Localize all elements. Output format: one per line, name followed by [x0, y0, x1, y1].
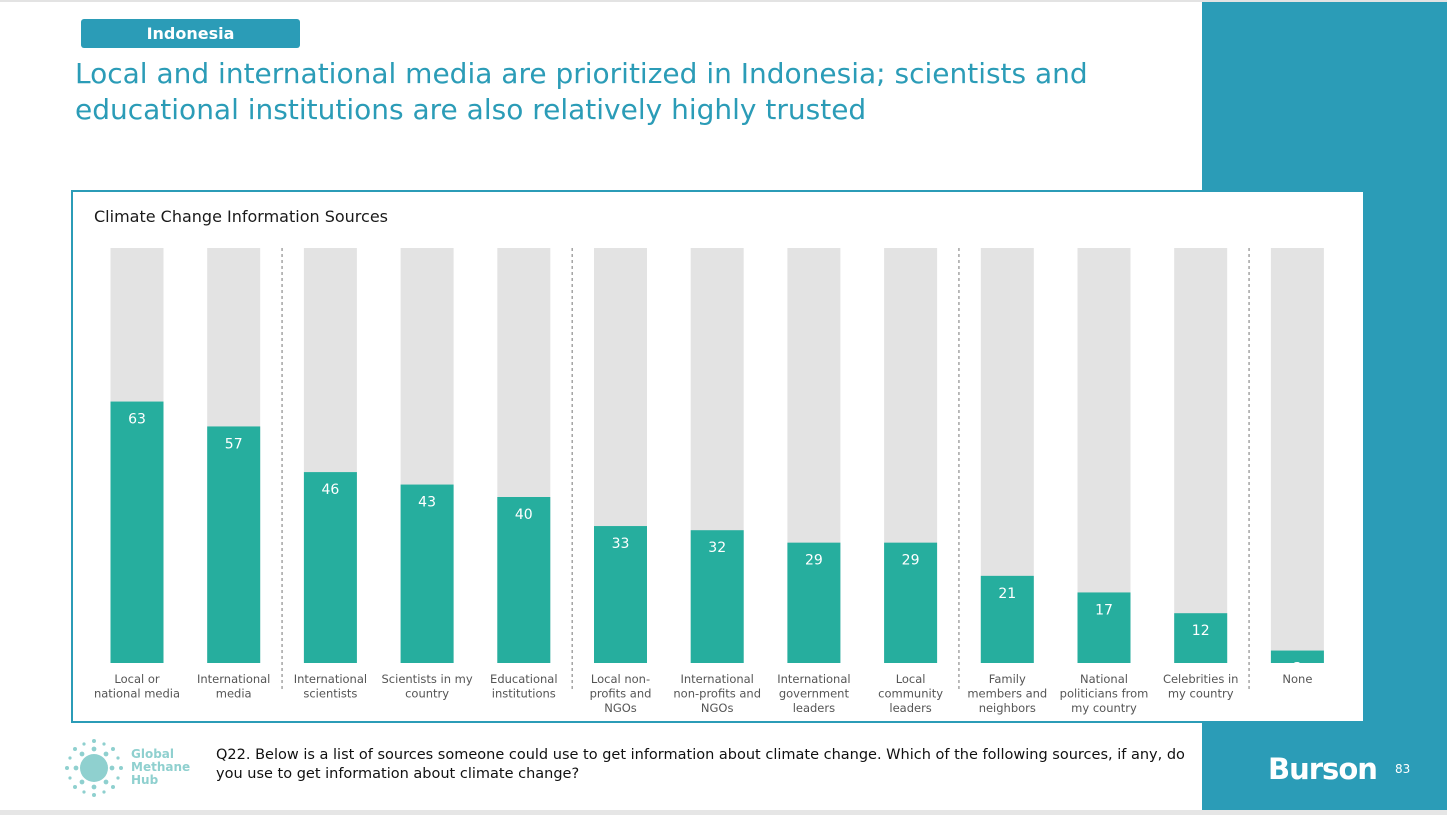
country-tag: Indonesia [81, 19, 300, 48]
logo-text-line: Methane [131, 760, 191, 774]
category-label: Scientists in my country [382, 672, 473, 701]
page-number: 83 [1395, 762, 1411, 776]
data-label: 33 [612, 536, 630, 552]
bar [110, 401, 164, 663]
bar [1077, 592, 1131, 663]
top-border [0, 0, 1447, 2]
bar [884, 542, 938, 663]
category-label: Educational institutions [490, 672, 558, 701]
category-label: National politicians from my country [1060, 672, 1149, 715]
category-label: Local non-profits and NGOs [590, 672, 652, 715]
data-label: 63 [128, 412, 146, 428]
bar [497, 497, 551, 663]
data-label: 57 [225, 436, 243, 452]
data-label: 17 [1095, 602, 1113, 618]
bar [207, 426, 261, 663]
bar [980, 575, 1034, 663]
data-label: 12 [1192, 623, 1210, 639]
bar [1270, 650, 1324, 663]
category-label: International media [197, 672, 270, 701]
bar-background [1270, 248, 1324, 663]
data-label: 43 [418, 495, 436, 511]
data-label: 29 [805, 553, 823, 569]
chart-title: Climate Change Information Sources [94, 207, 388, 226]
bar [787, 542, 841, 663]
category-label: Local or national media [94, 672, 180, 701]
bar [303, 472, 357, 663]
survey-question: Q22. Below is a list of sources someone … [216, 747, 1185, 782]
category-label: Celebrities in my country [1163, 672, 1239, 701]
data-label: 40 [515, 507, 533, 523]
category-label: International government leaders [777, 672, 850, 715]
bar [1174, 613, 1228, 663]
category-label: International scientists [294, 672, 367, 701]
category-label: None [1282, 672, 1312, 686]
data-label: 46 [321, 482, 339, 498]
data-label: 29 [902, 553, 920, 569]
data-label: 32 [708, 540, 726, 556]
bottom-border [0, 810, 1447, 815]
data-label: 3 [1293, 661, 1302, 677]
data-label: 21 [998, 586, 1016, 602]
logo-text-line: Hub [131, 773, 159, 787]
logo-text-line: Global [131, 747, 175, 761]
bar [400, 484, 454, 663]
brand-logo: Burson [1268, 752, 1378, 786]
bar-background [1174, 248, 1228, 663]
headline: Local and international media are priori… [75, 57, 1088, 126]
bar [690, 530, 744, 663]
category-label: International non-profits and NGOs [673, 672, 761, 715]
category-label: Local community leaders [878, 672, 943, 715]
logo-text: Global Methane Hub [131, 748, 190, 787]
category-label: Family members and neighbors [967, 672, 1047, 715]
global-methane-hub-logo-icon [65, 739, 123, 797]
bar [594, 526, 647, 663]
